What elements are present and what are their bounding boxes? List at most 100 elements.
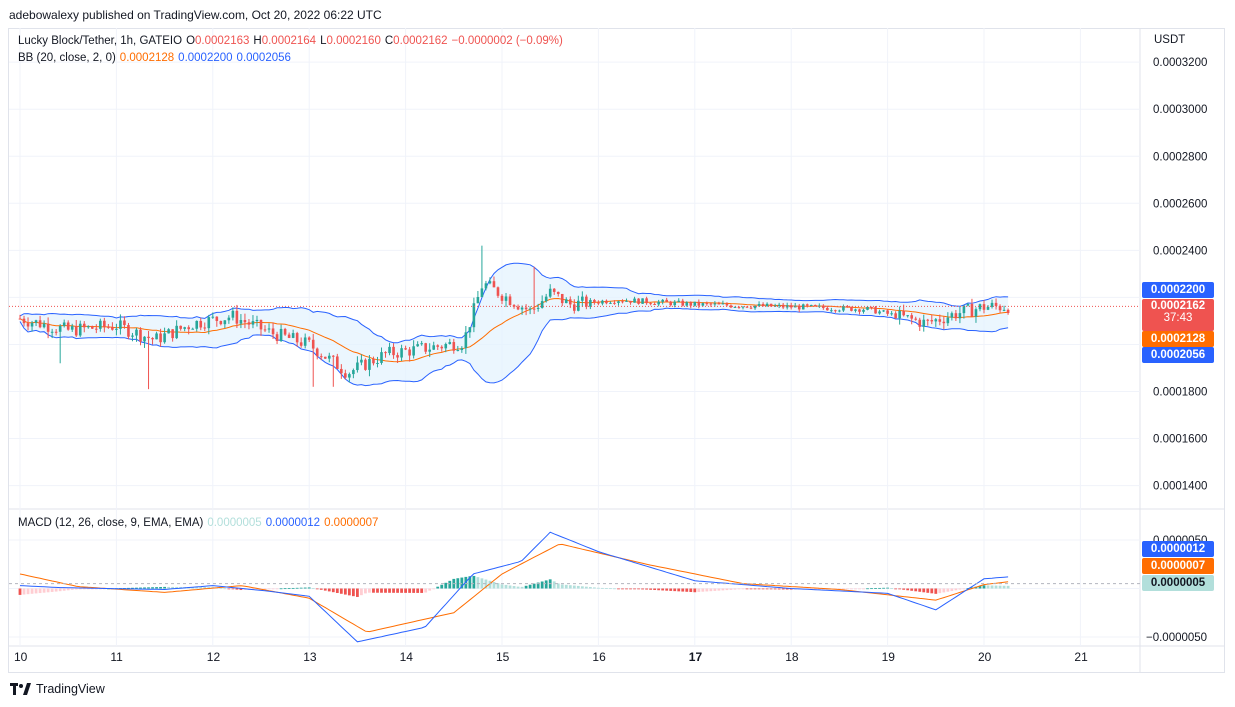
macd-histogram-bar [721,588,725,591]
candle-body [641,298,644,304]
macd-histogram-bar [175,586,179,589]
macd-histogram-bar [846,588,849,590]
macd-histogram-bar [62,588,66,591]
macd-histogram-bar [263,588,267,590]
macd-histogram-bar [597,587,600,589]
candle-body [934,319,938,322]
macd-histogram-bar [584,586,588,589]
candle-body [203,327,207,329]
symbol-label[interactable]: Lucky Block/Tether, 1h, GATEIO [18,35,183,47]
candle-body [195,320,199,329]
candle-body [22,318,26,324]
macd-histogram-bar [416,588,420,593]
candle-body [902,310,905,316]
macd-histogram-bar [613,588,616,590]
candle-body [54,331,58,333]
candle-body [428,349,431,352]
macd-histogram-bar [998,585,1002,589]
candle-body [882,310,885,312]
tradingview-brand[interactable]: TradingView [10,682,105,696]
macd-histogram-bar [564,584,568,589]
time-axis-label: 14 [400,650,414,664]
bb-legend[interactable]: BB (20, close, 2, 0) 0.0002128 0.0002200 0.… [18,52,295,64]
price-tick-label: 0.0002600 [1153,198,1207,210]
macd-histogram-bar [789,588,793,590]
macd-signal-value: 0.0000007 [324,517,379,529]
macd-histogram-bar [331,588,335,593]
candle-body [765,303,769,307]
macd-histogram-bar [311,588,315,590]
candle-body [295,333,299,343]
macd-histogram-bar [737,588,741,590]
macd-histogram-bar [994,585,998,589]
candle-body [769,303,773,307]
macd-histogram-bar [440,584,444,589]
macd-histogram-bar [1002,585,1006,589]
candle-body [151,338,154,340]
macd-histogram-bar [926,588,930,593]
macd-signal-line [19,543,1009,633]
macd-histogram-bar [934,588,938,594]
candle-body [621,301,624,303]
macd-histogram-bar [978,586,982,589]
candle-body [496,287,500,296]
price-tick-label: 0.0001600 [1153,434,1207,446]
macd-value: 0.0000012 [265,517,321,529]
bb-lower-value: 0.0002056 [236,52,291,64]
macd-histogram-bar [693,588,697,593]
candle-body [155,333,158,340]
candle-body [416,344,419,347]
last-price-value: 0.0002162 [1150,300,1206,312]
candle-body [223,320,227,325]
candle-body [512,305,516,307]
time-axis-label: 11 [110,650,123,664]
macd-histogram-bar [347,588,351,596]
candle-body [251,321,255,325]
macd-histogram-bar [914,588,918,592]
macd-histogram-bar [882,587,885,589]
macd-histogram-bar [275,588,279,590]
macd-histogram-bar [512,586,516,589]
price-tick-label: 0.0003200 [1153,57,1207,69]
macd-histogram-bar [444,582,448,589]
candle-body [826,307,829,311]
macd-histogram-bar [669,588,673,591]
candle-body [990,302,994,307]
macd-histogram-bar [813,588,817,590]
candle-body [946,317,950,324]
macd-legend[interactable]: MACD (12, 26, close, 9, EMA, EMA) 0.00000… [18,517,382,529]
candle-body [585,296,588,307]
candle-body [476,296,480,304]
macd-histogram-bar [765,588,769,590]
candle-body [247,322,251,325]
macd-histogram-bar [560,584,564,589]
macd-histogram-bar [315,588,319,590]
candle-body [838,310,841,312]
candle-body [733,306,737,308]
macd-histogram-bar [303,587,307,589]
macd-histogram-bar [958,588,962,590]
macd-histogram-bar [817,588,821,590]
candle-body [468,327,472,333]
macd-histogram-bar [227,588,231,590]
candle-body [556,291,560,294]
macd-histogram-bar [902,588,906,590]
candle-body [721,303,725,305]
macd-histogram-bar [432,588,436,590]
macd-histogram-bar [681,588,685,592]
macd-histogram-bar [488,580,492,589]
candle-body [315,348,319,357]
macd-histogram-bar [46,588,50,593]
macd-histogram-bar [167,586,171,589]
candle-body [62,322,66,326]
publish-header: adebowalexy published on TradingView.com… [9,8,382,22]
candle-body [966,304,970,306]
candle-body [785,305,789,308]
candles-group [18,245,1010,390]
macd-histogram-bar [18,588,22,595]
macd-histogram-bar [601,587,604,589]
macd-histogram-bar [127,587,130,589]
candle-body [392,346,395,356]
macd-histogram-bar [677,588,681,592]
